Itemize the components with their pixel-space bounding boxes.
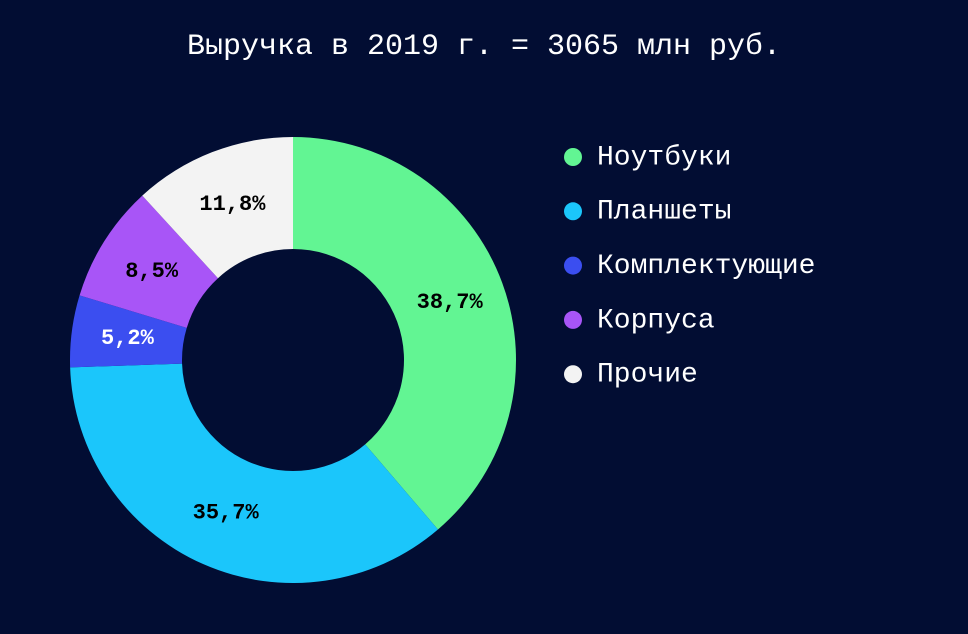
legend-marker: [564, 310, 582, 329]
legend-label: Комплектующие: [597, 251, 815, 282]
legend-label: Планшеты: [597, 197, 731, 228]
slice-label: 11,8%: [199, 192, 266, 217]
donut-slice: [79, 195, 218, 328]
slice-label: 38,7%: [417, 290, 484, 315]
legend-marker: [564, 202, 582, 221]
chart-title: Выручка в 2019 г. = 3065 млн руб.: [187, 30, 781, 64]
legend-marker: [564, 365, 582, 384]
donut-slice: [70, 363, 438, 584]
legend-marker: [564, 148, 582, 166]
donut-slice: [293, 137, 517, 530]
legend-marker: [564, 256, 582, 275]
legend-label: Прочие: [597, 360, 698, 391]
legend-label: Ноутбуки: [597, 142, 731, 173]
donut-slice: [142, 137, 293, 279]
slice-label: 35,7%: [193, 501, 260, 526]
slice-label: 8,5%: [125, 259, 179, 284]
legend-label: Корпуса: [597, 305, 715, 336]
slice-label: 5,2%: [101, 326, 155, 351]
donut-slice: [70, 295, 187, 368]
